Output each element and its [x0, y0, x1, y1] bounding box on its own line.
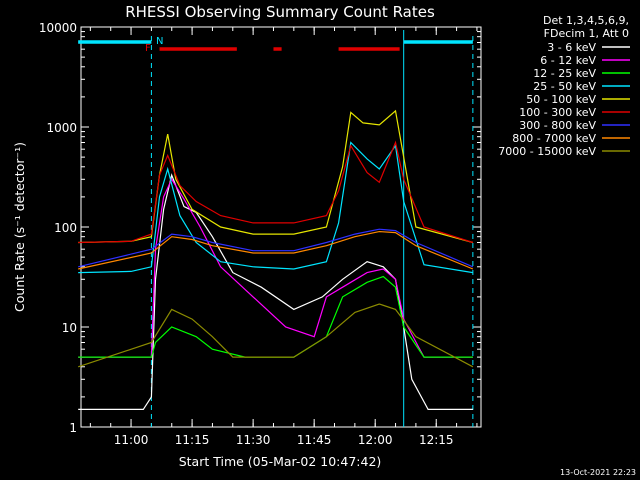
x-tick-label: 11:45 — [297, 433, 332, 447]
y-tick-label: 100 — [54, 221, 77, 235]
legend-entry-label: 25 - 50 keV — [533, 80, 596, 93]
y-tick-label: 1 — [69, 421, 77, 435]
series-lines — [78, 109, 474, 410]
series-line — [78, 141, 473, 274]
x-tick-label: 11:00 — [114, 433, 149, 447]
footer-timestamp: 13-Oct-2021 22:23 — [560, 468, 636, 477]
legend-entry-label: 7000 - 15000 keV — [498, 145, 596, 158]
observing-flags — [78, 30, 474, 427]
series-line — [78, 140, 474, 244]
series-line — [78, 228, 474, 268]
y-tick-label: 10 — [62, 321, 77, 335]
x-tick-label: 12:00 — [358, 433, 393, 447]
series-line — [78, 178, 473, 358]
legend-entry-label: 3 - 6 keV — [547, 41, 596, 54]
x-axis-label: Start Time (05-Mar-02 10:47:42) — [179, 454, 382, 469]
plot-frame — [80, 26, 482, 428]
x-tick-label: 11:15 — [175, 433, 210, 447]
flare-flag-label: F — [145, 43, 151, 54]
legend-entry-label: 50 - 100 keV — [526, 93, 596, 106]
legend-header-2: FDecim 1, Att 0 — [544, 27, 629, 40]
legend-entry-label: 12 - 25 keV — [533, 67, 596, 80]
legend-entry-label: 100 - 300 keV — [519, 106, 596, 119]
night-flag-label: N — [156, 36, 163, 47]
legend-entry-label: 300 - 800 keV — [519, 119, 596, 132]
chart-title: RHESSI Observing Summary Count Rates — [125, 3, 435, 21]
series-line — [78, 303, 474, 368]
series-line — [78, 173, 473, 410]
legend-header-1: Det 1,3,4,5,6,9, — [543, 14, 629, 27]
y-axis-label: Count Rate (s⁻¹ detector⁻¹) — [12, 142, 27, 312]
x-tick-label: 11:30 — [236, 433, 271, 447]
x-tick-label: 12:15 — [419, 433, 454, 447]
legend-entry-label: 800 - 7000 keV — [512, 132, 596, 145]
legend: Det 1,3,4,5,6,9, FDecim 1, Att 0 3 - 6 k… — [498, 14, 630, 158]
series-line — [78, 275, 473, 358]
y-tick-label: 1000 — [46, 121, 77, 135]
series-line — [78, 230, 474, 270]
legend-entry-label: 6 - 12 keV — [540, 54, 596, 67]
y-tick-label: 10000 — [39, 21, 77, 35]
